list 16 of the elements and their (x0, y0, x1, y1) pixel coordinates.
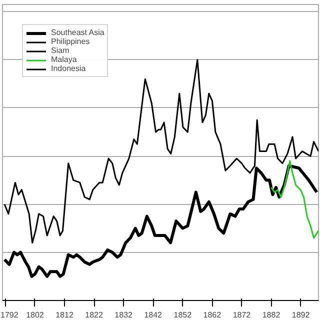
x-tick-label: 1832 (114, 310, 134, 320)
legend-label: Southeast Asia (51, 28, 104, 37)
x-tick-label: 1842 (144, 310, 163, 320)
legend-label: Philippines (51, 37, 90, 46)
x-tick-label: 1892 (292, 310, 310, 320)
x-tick-label: 1802 (26, 310, 44, 320)
x-tick-label: 1792 (0, 310, 19, 320)
x-tick-label: 1812 (56, 310, 74, 320)
legend-label: Indonesia (51, 64, 86, 73)
legend-label: Siam (51, 46, 70, 55)
x-tick-label: 1882 (262, 310, 281, 320)
legend-label: Malaya (51, 55, 77, 64)
x-tick-label: 1822 (85, 310, 104, 320)
x-tick-label: 1862 (203, 310, 222, 320)
x-tick-label: 1852 (174, 310, 192, 320)
x-tick-label: 1872 (232, 310, 252, 320)
